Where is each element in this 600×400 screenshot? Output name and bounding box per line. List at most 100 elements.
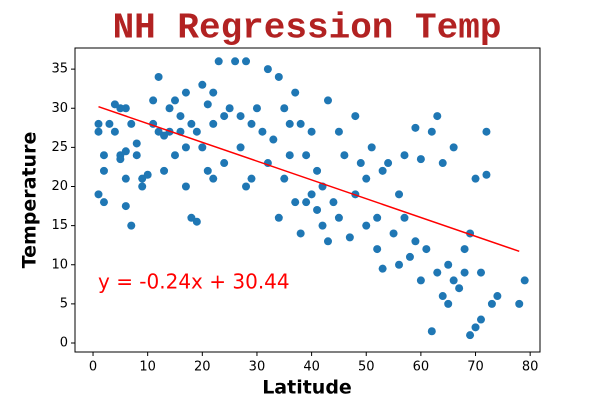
point (247, 119, 256, 128)
point (422, 245, 431, 254)
point (384, 159, 393, 168)
point (165, 104, 174, 113)
point (427, 127, 436, 136)
point (416, 155, 425, 164)
x-tick-label: 0 (89, 360, 97, 375)
x-axis-title: Latitude (262, 377, 352, 399)
point (476, 268, 485, 277)
point (313, 166, 322, 175)
point (116, 104, 125, 113)
x-tick-label: 50 (358, 360, 375, 375)
point (231, 57, 240, 66)
point (252, 104, 261, 113)
point (313, 205, 322, 214)
point (94, 127, 103, 136)
x-tick-label: 80 (522, 360, 539, 375)
point (323, 96, 332, 105)
point (236, 143, 245, 152)
point (121, 202, 130, 211)
y-tick-label: 35 (51, 62, 68, 77)
point (356, 159, 365, 168)
point (444, 299, 453, 308)
point (362, 174, 371, 183)
point (181, 182, 190, 191)
point (220, 159, 229, 168)
point (460, 268, 469, 277)
point (285, 119, 294, 128)
y-tick-label: 25 (51, 140, 68, 155)
point (296, 119, 305, 128)
point (127, 221, 136, 230)
plot-frame (74, 47, 541, 353)
y-tick-label: 20 (51, 179, 68, 194)
point (105, 119, 114, 128)
point (209, 174, 218, 183)
point (247, 174, 256, 183)
point (493, 292, 502, 301)
point (307, 190, 316, 199)
point (203, 100, 212, 109)
point (121, 104, 130, 113)
y-tick-label: 30 (51, 101, 68, 116)
point (263, 65, 272, 74)
point (170, 151, 179, 160)
x-tick-label: 60 (413, 360, 430, 375)
point (438, 159, 447, 168)
point (121, 174, 130, 183)
y-tick-label: 15 (51, 218, 68, 233)
point (449, 143, 458, 152)
point (427, 327, 436, 336)
point (209, 119, 218, 128)
point (400, 213, 409, 222)
point (395, 260, 404, 269)
point (94, 190, 103, 199)
point (455, 284, 464, 293)
point (110, 127, 119, 136)
point (345, 233, 354, 242)
y-axis-title: Temperature (19, 132, 41, 269)
point (487, 299, 496, 308)
point (367, 143, 376, 152)
point (176, 112, 185, 121)
point (220, 112, 229, 121)
chart-title: NH Regression Temp (113, 8, 502, 49)
point (378, 264, 387, 273)
x-tick-label: 30 (249, 360, 266, 375)
point (132, 151, 141, 160)
point (449, 276, 458, 285)
point (132, 139, 141, 148)
point (329, 198, 338, 207)
point (258, 127, 267, 136)
point (302, 151, 311, 160)
point (438, 292, 447, 301)
annotation: y = -0.24x + 30.44 (98, 270, 290, 294)
point (323, 237, 332, 246)
point (225, 104, 234, 113)
point (99, 166, 108, 175)
point (285, 151, 294, 160)
point (362, 221, 371, 230)
point (192, 217, 201, 226)
point (127, 119, 136, 128)
point (482, 170, 491, 179)
point (296, 229, 305, 238)
point (274, 213, 283, 222)
point (466, 331, 475, 340)
point (405, 252, 414, 261)
point (520, 276, 529, 285)
point (291, 198, 300, 207)
point (433, 268, 442, 277)
point (99, 198, 108, 207)
point (94, 119, 103, 128)
x-tick-label: 70 (467, 360, 484, 375)
point (373, 245, 382, 254)
point (121, 147, 130, 156)
x-tick-label: 20 (194, 360, 211, 375)
point (471, 323, 480, 332)
point (340, 151, 349, 160)
point (236, 112, 245, 121)
point (138, 182, 147, 191)
point (198, 80, 207, 89)
point (460, 245, 469, 254)
